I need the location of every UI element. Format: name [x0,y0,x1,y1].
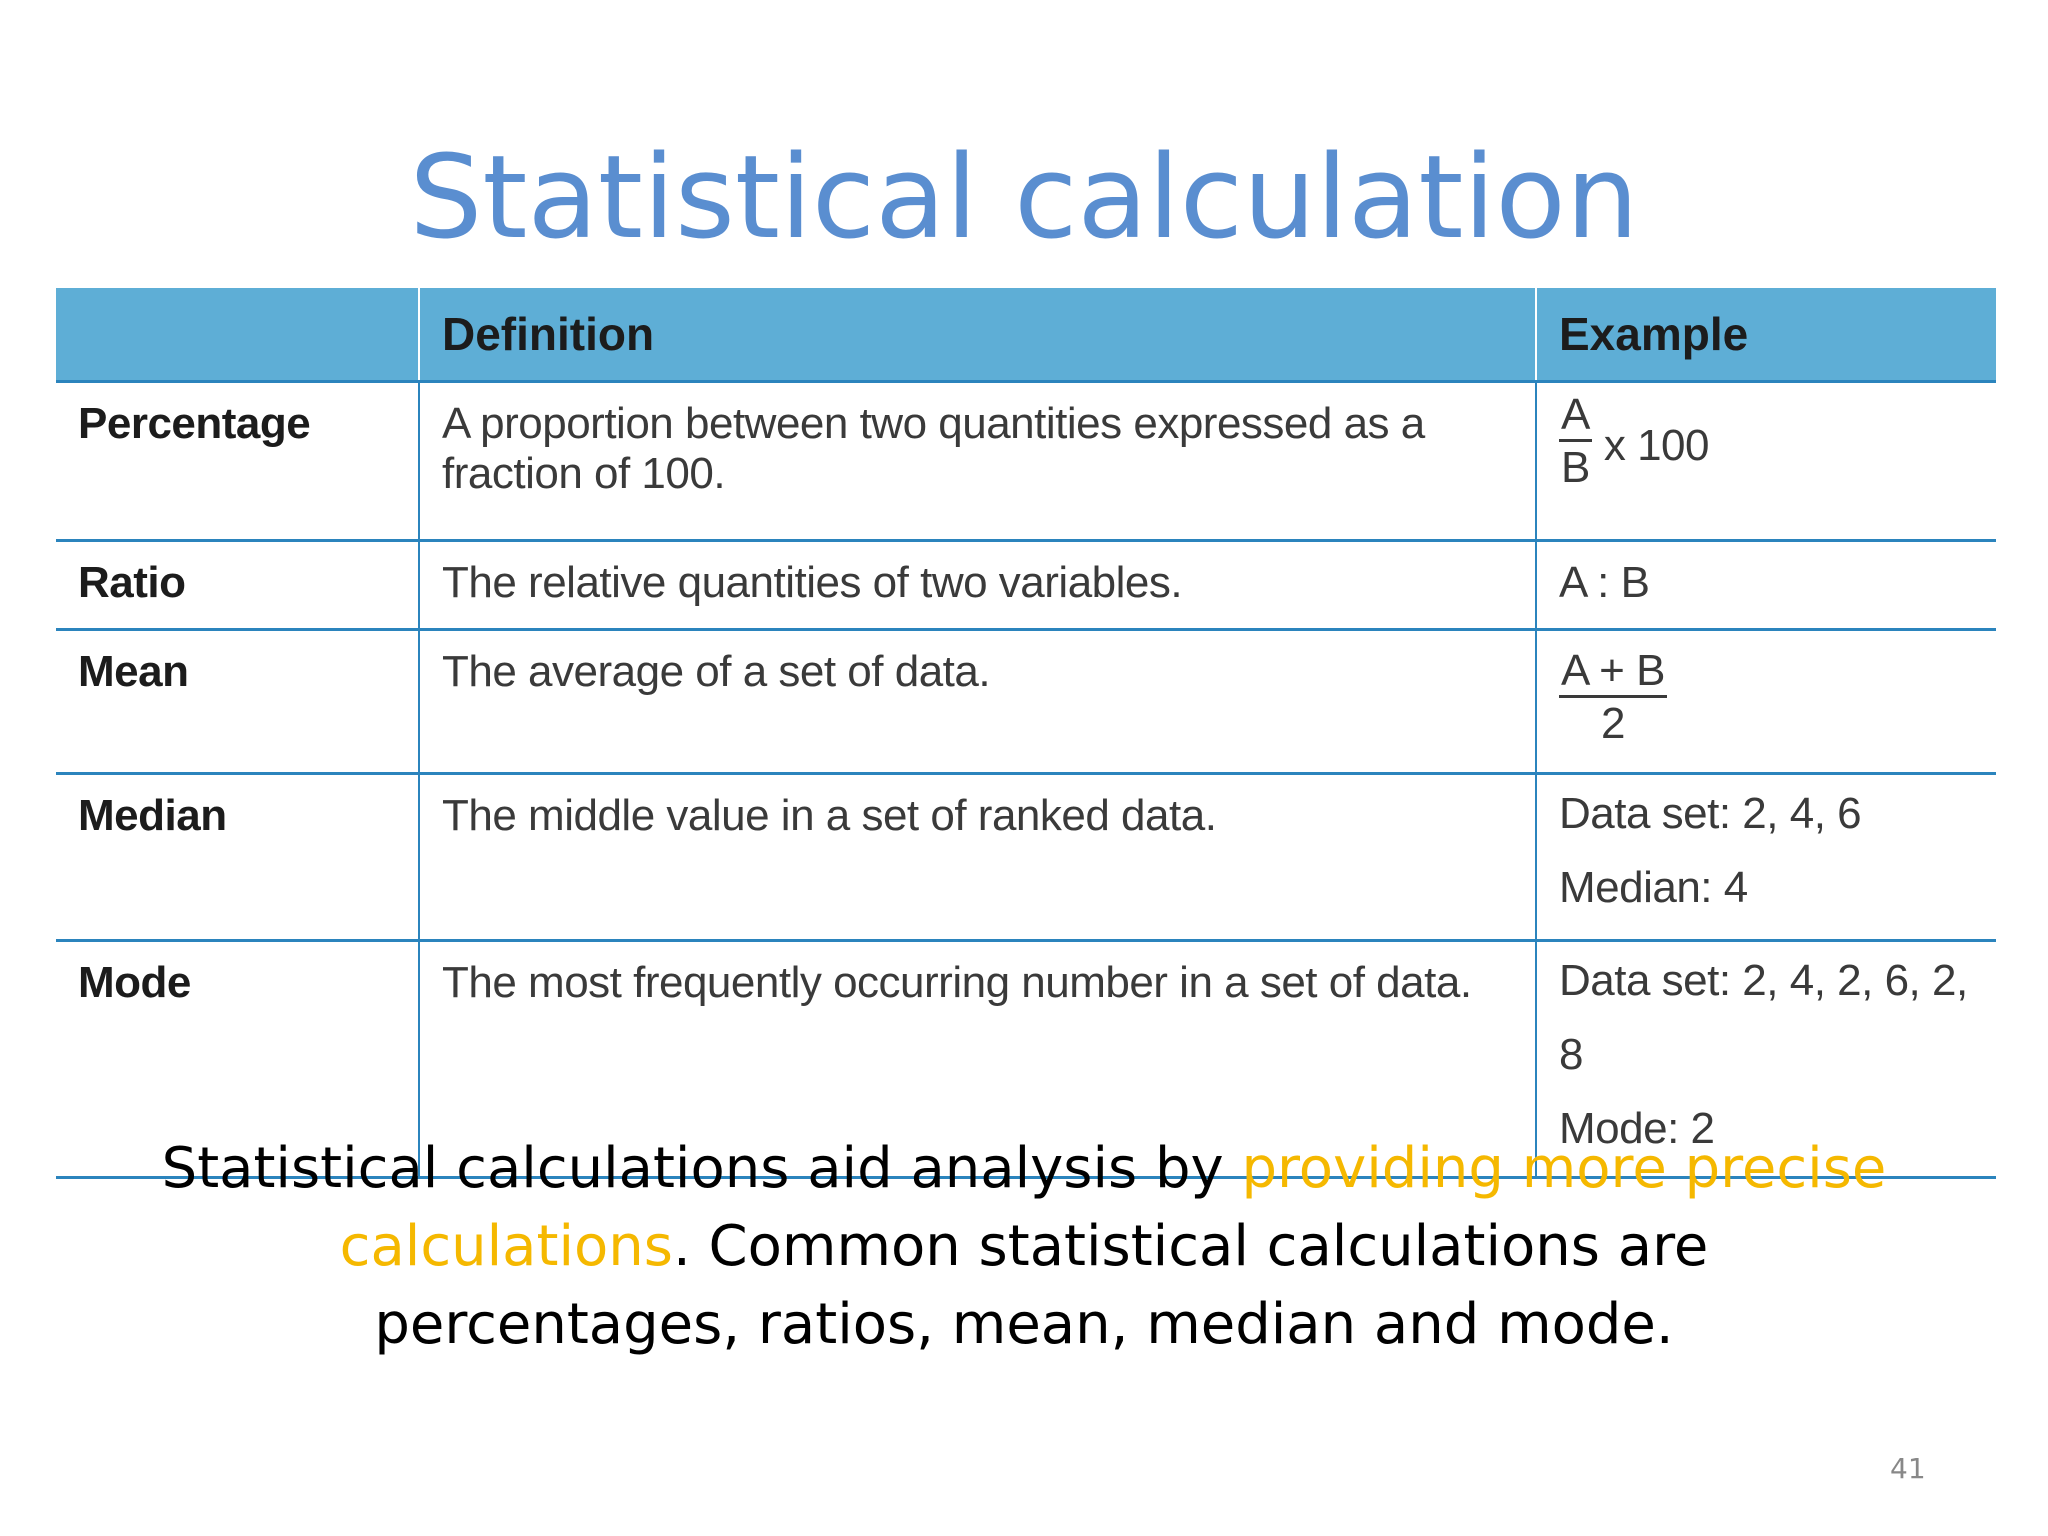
table-header-row: Definition Example [56,288,1996,382]
example-cell: A B x 100 [1535,380,1996,541]
summary-part2: . Common statistical calculations are pe… [374,1214,1709,1357]
slide-title: Statistical calculation [409,131,1639,265]
fraction: A B [1559,391,1592,492]
term-cell: Mean [56,628,419,774]
header-example: Example [1535,288,1996,382]
example-line: Data set: 2, 4, 6 [1559,789,1862,838]
fraction-numerator: A [1559,391,1592,442]
example-cell: A + B 2 [1535,628,1996,774]
term-cell: Ratio [56,539,419,630]
example-cell: Data set: 2, 4, 2, 6, 2, 8 Mode: 2 [1535,939,1996,1179]
definition-cell: The most frequently occurring number in … [418,939,1536,1179]
multiplier-text: x 100 [1603,420,1710,470]
term-cell: Median [56,772,419,941]
summary-text: Statistical calculations aid analysis by… [150,1130,1898,1364]
example-line: Mode: 2 [1559,1104,1715,1153]
example-line: Median: 4 [1559,863,1748,912]
example-cell: Data set: 2, 4, 6 Median: 4 [1535,772,1996,941]
term-cell: Mode [56,939,419,1179]
definition-cell: A proportion between two quantities expr… [418,380,1536,541]
header-term [56,288,419,382]
example-line: Data set: 2, 4, 2, 6, 2, 8 [1559,956,1968,1079]
term-cell: Percentage [56,380,419,541]
fraction-numerator: A + B [1559,647,1667,698]
table-row: Median The middle value in a set of rank… [56,772,1996,941]
fraction-denominator: B [1561,443,1590,492]
summary-part1: Statistical calculations aid analysis by [161,1136,1242,1201]
fraction-denominator: 2 [1600,699,1625,748]
table-row: Ratio The relative quantities of two var… [56,539,1996,630]
fraction: A + B 2 [1559,647,1667,748]
table-row: Mean The average of a set of data. A + B… [56,628,1996,774]
definition-cell: The relative quantities of two variables… [418,539,1536,630]
example-cell: A : B [1535,539,1996,630]
page-number: 41 [1890,1452,1926,1485]
definition-cell: The average of a set of data. [418,628,1536,774]
summary-highlight: providing more precise calculations [339,1136,1887,1279]
definition-cell: The middle value in a set of ranked data… [418,772,1536,941]
statistics-table: Definition Example Percentage A proporti… [56,288,1996,1179]
table-row: Mode The most frequently occurring numbe… [56,939,1996,1179]
table-row: Percentage A proportion between two quan… [56,380,1996,541]
header-definition: Definition [418,288,1536,382]
